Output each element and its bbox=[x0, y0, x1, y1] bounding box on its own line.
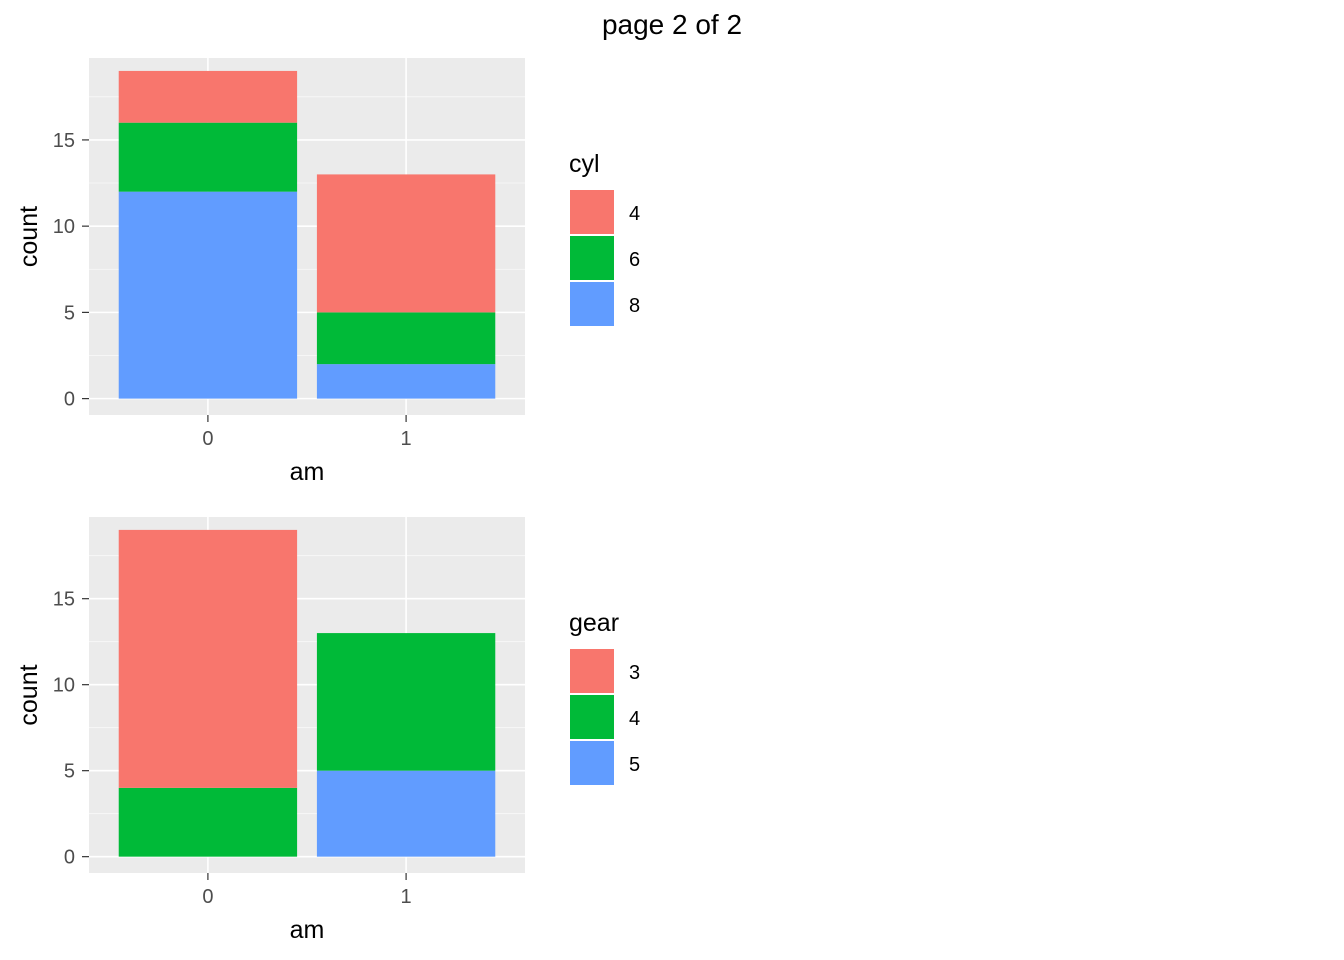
legend-title: cyl bbox=[569, 150, 600, 178]
legend-label: 8 bbox=[629, 295, 640, 317]
y-tick-label: 5 bbox=[64, 302, 75, 324]
legend: gear 3 4 5 bbox=[569, 609, 640, 785]
legend-swatch[interactable] bbox=[570, 741, 614, 785]
chart-2: 0 5 10 15 0 1 am count gear 3 4 5 bbox=[15, 517, 640, 944]
y-tick-label: 10 bbox=[53, 675, 75, 697]
legend-swatch[interactable] bbox=[570, 236, 614, 280]
legend-label: 3 bbox=[629, 662, 640, 684]
y-tick-label: 0 bbox=[64, 389, 75, 411]
y-tick-label: 5 bbox=[64, 761, 75, 783]
legend-label: 4 bbox=[629, 708, 640, 730]
legend-title: gear bbox=[569, 609, 619, 637]
legend: cyl 4 6 8 bbox=[569, 150, 640, 326]
chart-1: 0 5 10 15 0 1 am count cyl 4 6 8 bbox=[15, 58, 640, 486]
x-tick-label: 1 bbox=[401, 428, 412, 450]
bar-segment[interactable] bbox=[316, 312, 496, 365]
bar-segment[interactable] bbox=[316, 364, 496, 399]
x-tick-label: 0 bbox=[202, 428, 213, 450]
bar-segment[interactable] bbox=[118, 787, 298, 857]
y-axis-title: count bbox=[15, 206, 43, 267]
y-tick-label: 0 bbox=[64, 847, 75, 869]
bar-segment[interactable] bbox=[118, 529, 298, 788]
x-axis-title: am bbox=[290, 916, 325, 944]
legend-label: 6 bbox=[629, 249, 640, 271]
legend-swatch[interactable] bbox=[570, 649, 614, 693]
bar-segment[interactable] bbox=[118, 122, 298, 192]
y-tick-label: 10 bbox=[53, 216, 75, 238]
page-title: page 2 of 2 bbox=[602, 9, 742, 40]
bar-segment[interactable] bbox=[316, 633, 496, 771]
legend-swatch[interactable] bbox=[570, 190, 614, 234]
bar-segment[interactable] bbox=[118, 70, 298, 123]
bar-segment[interactable] bbox=[118, 191, 298, 399]
legend-swatch[interactable] bbox=[570, 282, 614, 326]
bar-segment[interactable] bbox=[316, 770, 496, 857]
bar-segment[interactable] bbox=[316, 174, 496, 313]
x-tick-label: 0 bbox=[202, 886, 213, 908]
y-tick-label: 15 bbox=[53, 589, 75, 611]
x-tick-label: 1 bbox=[401, 886, 412, 908]
legend-label: 4 bbox=[629, 203, 640, 225]
legend-label: 5 bbox=[629, 754, 640, 776]
legend-swatch[interactable] bbox=[570, 695, 614, 739]
y-tick-label: 15 bbox=[53, 130, 75, 152]
y-axis-title: count bbox=[15, 664, 43, 725]
x-axis-title: am bbox=[290, 458, 325, 486]
